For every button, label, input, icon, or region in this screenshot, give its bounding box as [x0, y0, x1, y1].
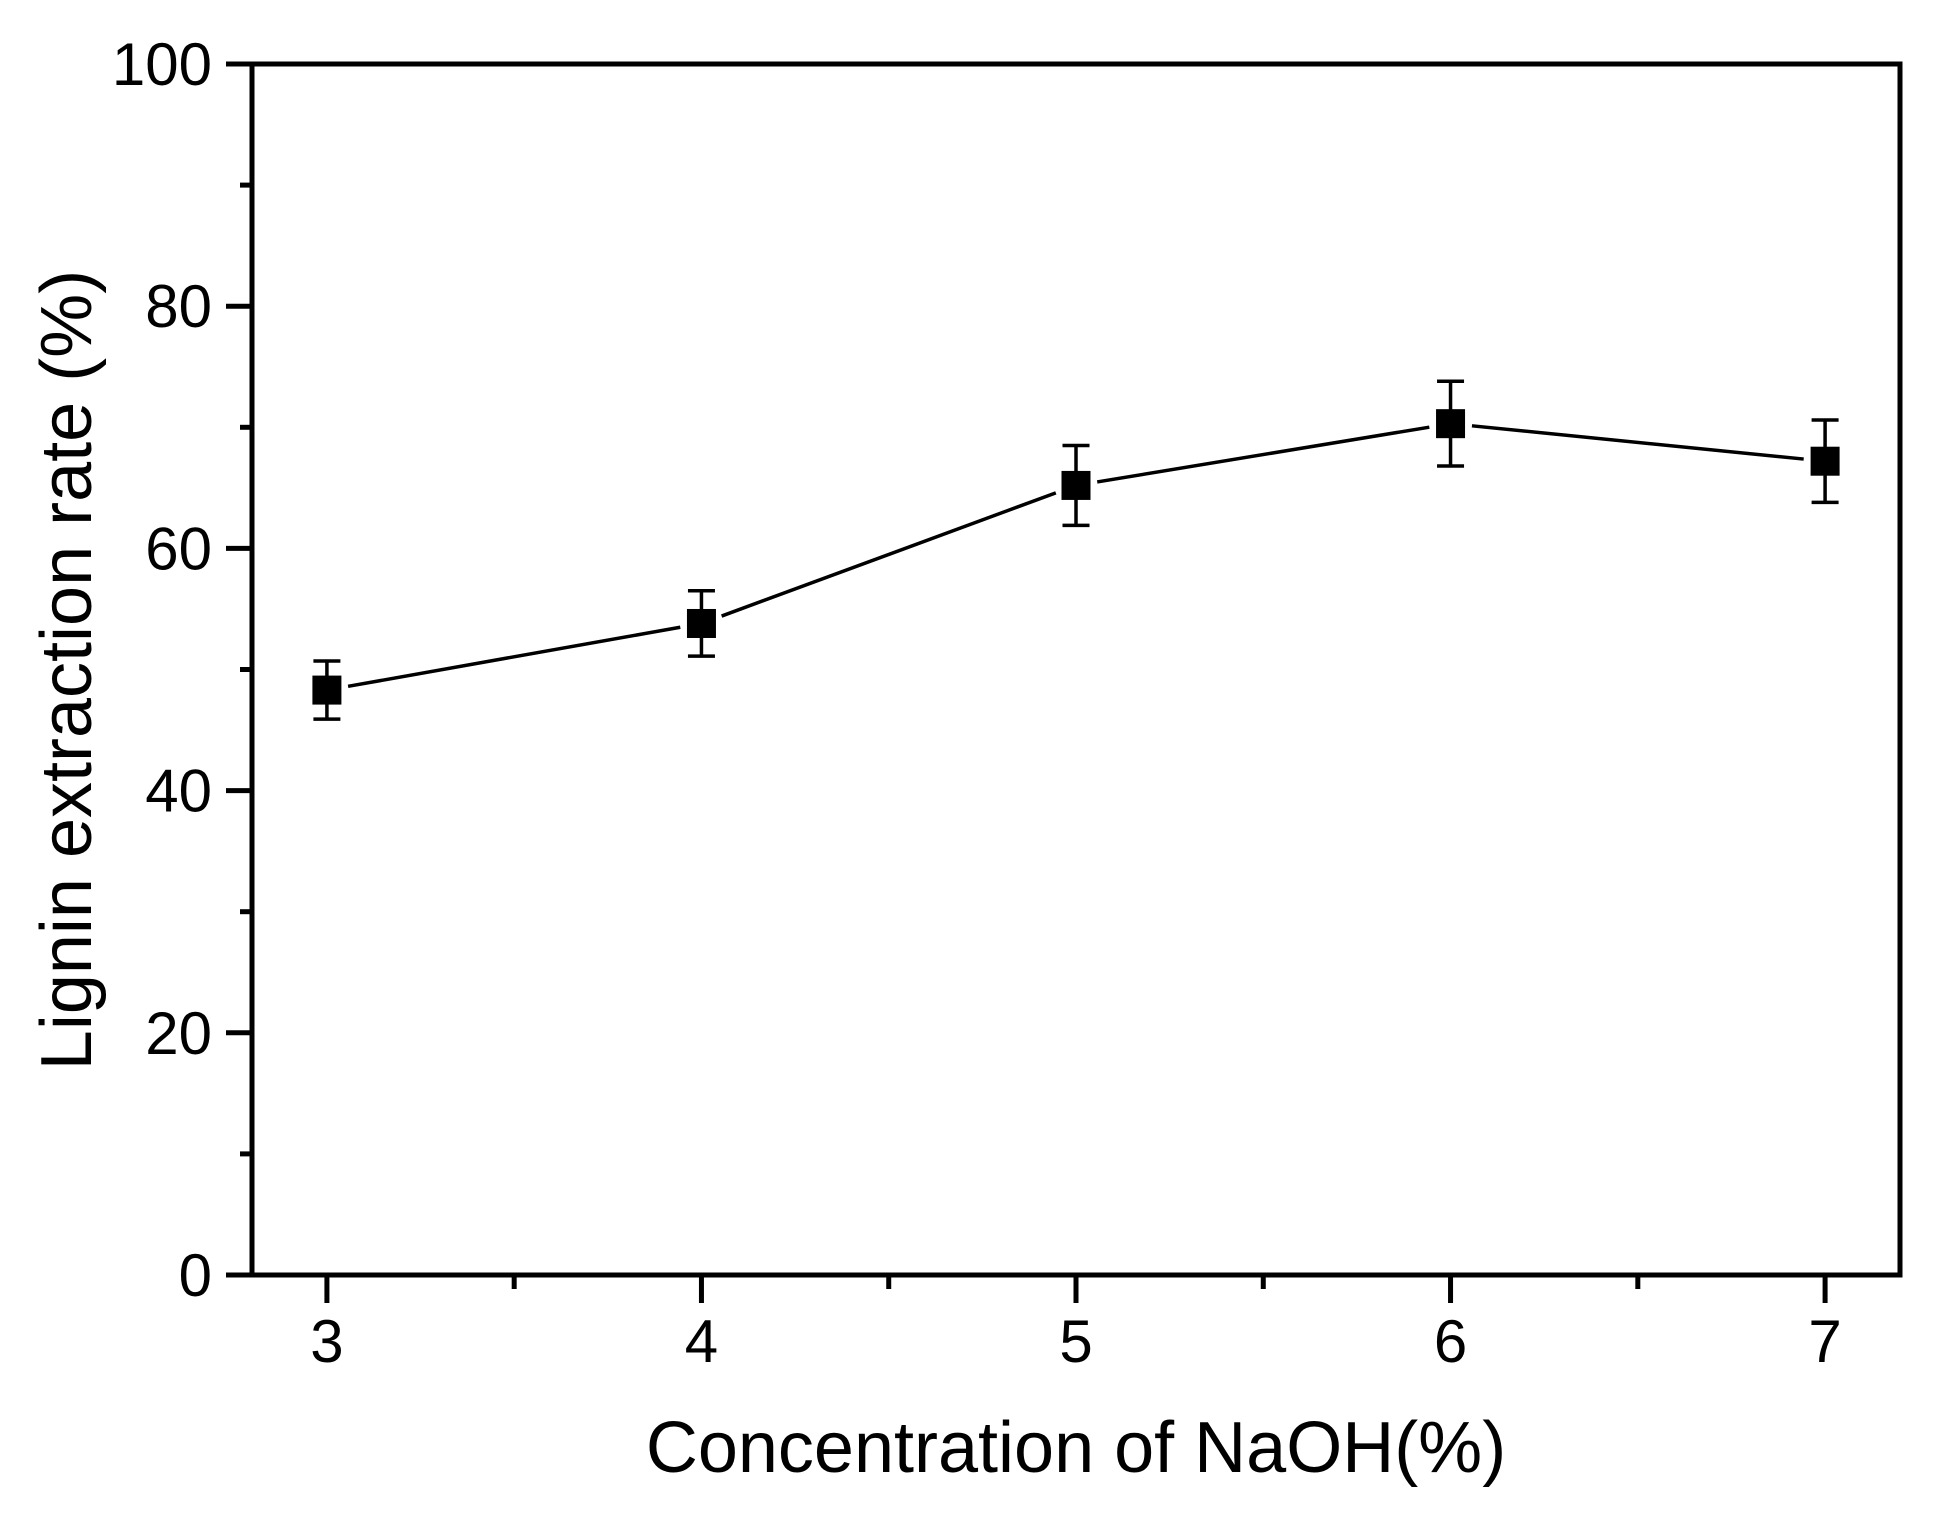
series-line-segment — [721, 491, 1057, 618]
data-point-marker — [1810, 446, 1840, 476]
y-tick-label: 20 — [145, 1000, 212, 1067]
plot-frame — [249, 61, 1903, 1278]
data-point-marker — [1436, 409, 1466, 439]
x-tick-label: 6 — [1434, 1308, 1467, 1375]
x-axis-label: Concentration of NaOH(%) — [645, 1408, 1507, 1488]
y-tick-label: 0 — [179, 1242, 212, 1309]
x-tick-label: 7 — [1808, 1308, 1841, 1375]
x-tick-label: 4 — [685, 1308, 718, 1375]
x-tick-label: 3 — [310, 1308, 343, 1375]
series-line-segment — [1471, 424, 1804, 461]
series-line-segment — [1096, 425, 1430, 484]
y-tick-label: 40 — [145, 758, 212, 825]
x-tick-label: 5 — [1059, 1308, 1092, 1375]
series-line-segment — [347, 625, 681, 689]
data-point-marker — [686, 608, 716, 638]
y-tick-label: 60 — [145, 515, 212, 582]
y-axis-label: Lignin extraction rate (%) — [27, 269, 107, 1071]
data-point-marker — [312, 675, 342, 705]
y-tick-label: 80 — [145, 273, 212, 340]
data-point-marker — [1061, 470, 1091, 500]
y-tick-label: 100 — [112, 31, 212, 98]
